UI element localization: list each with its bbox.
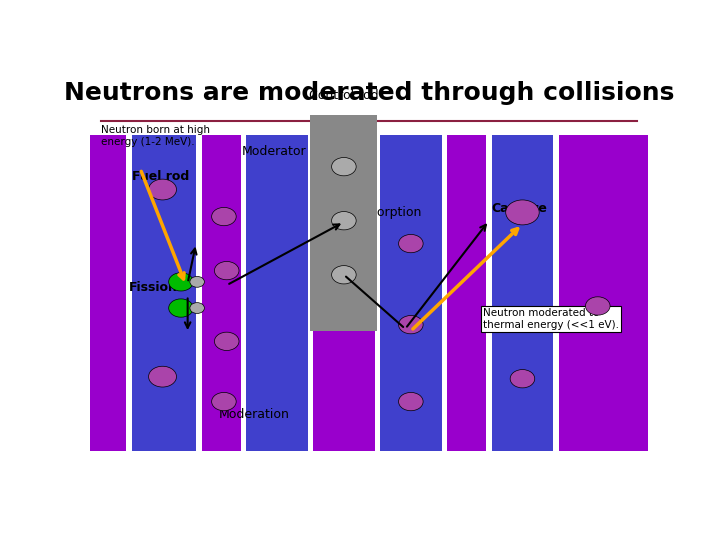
Circle shape — [399, 315, 423, 334]
Bar — [486, 136, 492, 451]
Bar — [129, 136, 199, 451]
Circle shape — [332, 266, 356, 284]
Circle shape — [212, 393, 236, 411]
Text: Capture: Capture — [492, 202, 548, 215]
Circle shape — [212, 207, 236, 226]
Circle shape — [148, 366, 176, 387]
Bar — [196, 136, 202, 451]
Bar — [374, 136, 380, 451]
Circle shape — [585, 297, 610, 315]
Circle shape — [332, 212, 356, 230]
Text: Absorption: Absorption — [355, 206, 423, 219]
Circle shape — [215, 332, 239, 350]
Text: Moderation: Moderation — [219, 408, 290, 421]
Circle shape — [215, 261, 239, 280]
Bar — [489, 136, 556, 451]
Circle shape — [190, 276, 204, 287]
Text: Neutrons are moderated through collisions: Neutrons are moderated through collision… — [64, 82, 674, 105]
Bar — [441, 136, 447, 451]
Circle shape — [399, 393, 423, 411]
Circle shape — [332, 158, 356, 176]
Bar — [310, 114, 377, 332]
Circle shape — [190, 302, 204, 313]
Bar — [126, 136, 132, 451]
Text: Fission: Fission — [129, 281, 178, 294]
Text: Moderator: Moderator — [242, 145, 307, 158]
Text: Neutron moderated to
thermal energy (<<1 eV).: Neutron moderated to thermal energy (<<1… — [483, 308, 619, 329]
Text: Control rod: Control rod — [309, 89, 379, 102]
Bar — [553, 136, 559, 451]
Bar — [90, 136, 648, 451]
Bar — [377, 136, 444, 451]
Text: Fuel rod: Fuel rod — [132, 170, 189, 183]
Circle shape — [148, 179, 176, 200]
Circle shape — [510, 369, 535, 388]
Bar — [240, 136, 246, 451]
Text: Neutron born at high
energy (1-2 MeV).: Neutron born at high energy (1-2 MeV). — [101, 125, 210, 147]
Bar — [307, 136, 313, 451]
Bar — [243, 136, 310, 451]
Circle shape — [168, 273, 193, 291]
Circle shape — [505, 200, 539, 225]
Circle shape — [399, 234, 423, 253]
Circle shape — [168, 299, 193, 317]
